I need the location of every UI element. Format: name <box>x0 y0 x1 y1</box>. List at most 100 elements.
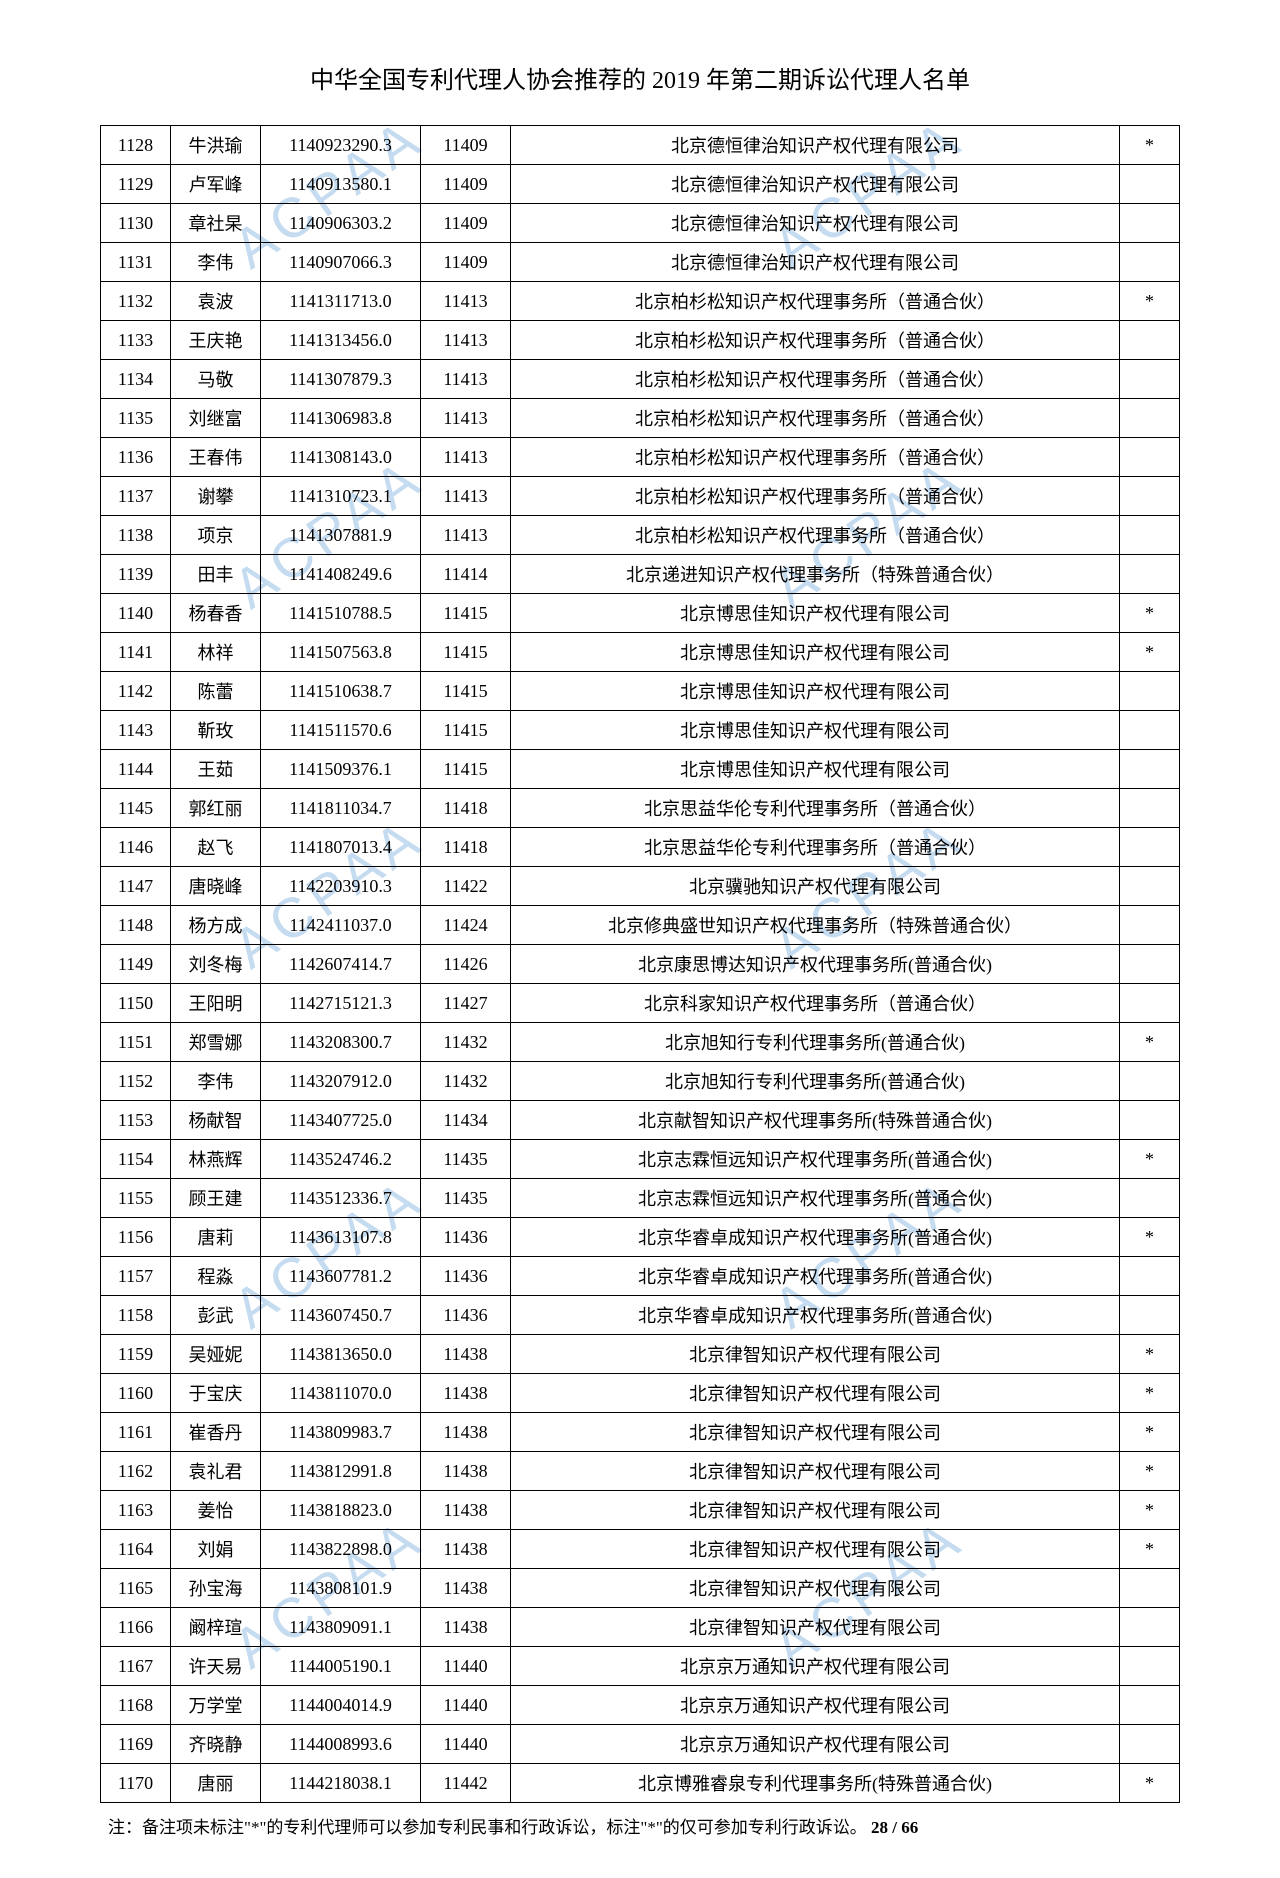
cell-name: 靳玫 <box>171 711 261 750</box>
cell-org: 北京博思佳知识产权代理有限公司 <box>511 672 1120 711</box>
cell-idx: 1160 <box>101 1374 171 1413</box>
cell-name: 王春伟 <box>171 438 261 477</box>
cell-star <box>1120 1179 1180 1218</box>
cell-idx: 1150 <box>101 984 171 1023</box>
cell-org: 北京律智知识产权代理有限公司 <box>511 1530 1120 1569</box>
cell-name: 孙宝海 <box>171 1569 261 1608</box>
cell-star <box>1120 750 1180 789</box>
cell-idx: 1162 <box>101 1452 171 1491</box>
cell-name: 崔香丹 <box>171 1413 261 1452</box>
cell-code: 11442 <box>421 1764 511 1803</box>
cell-name: 杨献智 <box>171 1101 261 1140</box>
cell-code: 11435 <box>421 1179 511 1218</box>
agents-table: 1128牛洪瑜1140923290.311409北京德恒律治知识产权代理有限公司… <box>100 125 1180 1803</box>
cell-idx: 1137 <box>101 477 171 516</box>
cell-code: 11409 <box>421 204 511 243</box>
cell-name: 杨方成 <box>171 906 261 945</box>
cell-num: 1141511570.6 <box>261 711 421 750</box>
cell-num: 1144005190.1 <box>261 1647 421 1686</box>
cell-num: 1143812991.8 <box>261 1452 421 1491</box>
cell-num: 1143607781.2 <box>261 1257 421 1296</box>
table-row: 1151郑雪娜1143208300.711432北京旭知行专利代理事务所(普通合… <box>101 1023 1180 1062</box>
cell-name: 郭红丽 <box>171 789 261 828</box>
cell-idx: 1142 <box>101 672 171 711</box>
cell-code: 11438 <box>421 1491 511 1530</box>
cell-org: 北京科家知识产权代理事务所（普通合伙） <box>511 984 1120 1023</box>
table-row: 1146赵飞1141807013.411418北京思益华伦专利代理事务所（普通合… <box>101 828 1180 867</box>
cell-star <box>1120 1296 1180 1335</box>
cell-num: 1141306983.8 <box>261 399 421 438</box>
cell-code: 11424 <box>421 906 511 945</box>
cell-num: 1141311713.0 <box>261 282 421 321</box>
table-row: 1148杨方成1142411037.011424北京修典盛世知识产权代理事务所（… <box>101 906 1180 945</box>
cell-org: 北京柏杉松知识产权代理事务所（普通合伙） <box>511 516 1120 555</box>
table-row: 1163姜怡1143818823.011438北京律智知识产权代理有限公司* <box>101 1491 1180 1530</box>
cell-org: 北京律智知识产权代理有限公司 <box>511 1374 1120 1413</box>
table-row: 1159吴娅妮1143813650.011438北京律智知识产权代理有限公司* <box>101 1335 1180 1374</box>
cell-code: 11438 <box>421 1530 511 1569</box>
cell-idx: 1130 <box>101 204 171 243</box>
table-row: 1131李伟1140907066.311409北京德恒律治知识产权代理有限公司 <box>101 243 1180 282</box>
cell-code: 11415 <box>421 711 511 750</box>
table-row: 1160于宝庆1143811070.011438北京律智知识产权代理有限公司* <box>101 1374 1180 1413</box>
table-row: 1143靳玫1141511570.611415北京博思佳知识产权代理有限公司 <box>101 711 1180 750</box>
cell-num: 1143822898.0 <box>261 1530 421 1569</box>
cell-org: 北京志霖恒远知识产权代理事务所(普通合伙) <box>511 1140 1120 1179</box>
cell-org: 北京柏杉松知识产权代理事务所（普通合伙） <box>511 282 1120 321</box>
table-row: 1147唐晓峰1142203910.311422北京骥驰知识产权代理有限公司 <box>101 867 1180 906</box>
cell-org: 北京德恒律治知识产权代理有限公司 <box>511 243 1120 282</box>
cell-idx: 1154 <box>101 1140 171 1179</box>
table-row: 1138项京1141307881.911413北京柏杉松知识产权代理事务所（普通… <box>101 516 1180 555</box>
cell-star <box>1120 711 1180 750</box>
cell-star <box>1120 438 1180 477</box>
cell-org: 北京思益华伦专利代理事务所（普通合伙） <box>511 789 1120 828</box>
cell-idx: 1148 <box>101 906 171 945</box>
cell-star: * <box>1120 1491 1180 1530</box>
cell-org: 北京华睿卓成知识产权代理事务所(普通合伙) <box>511 1296 1120 1335</box>
cell-star: * <box>1120 594 1180 633</box>
cell-name: 赵飞 <box>171 828 261 867</box>
cell-star <box>1120 1725 1180 1764</box>
cell-org: 北京律智知识产权代理有限公司 <box>511 1491 1120 1530</box>
cell-idx: 1158 <box>101 1296 171 1335</box>
cell-org: 北京博雅睿泉专利代理事务所(特殊普通合伙) <box>511 1764 1120 1803</box>
cell-star: * <box>1120 1335 1180 1374</box>
cell-name: 田丰 <box>171 555 261 594</box>
cell-code: 11436 <box>421 1218 511 1257</box>
cell-num: 1143809091.1 <box>261 1608 421 1647</box>
table-row: 1153杨献智1143407725.011434北京献智知识产权代理事务所(特殊… <box>101 1101 1180 1140</box>
cell-code: 11418 <box>421 828 511 867</box>
cell-name: 唐丽 <box>171 1764 261 1803</box>
cell-idx: 1168 <box>101 1686 171 1725</box>
cell-code: 11432 <box>421 1023 511 1062</box>
table-row: 1156唐莉1143613107.811436北京华睿卓成知识产权代理事务所(普… <box>101 1218 1180 1257</box>
cell-code: 11438 <box>421 1374 511 1413</box>
cell-name: 程淼 <box>171 1257 261 1296</box>
cell-name: 李伟 <box>171 1062 261 1101</box>
cell-num: 1140923290.3 <box>261 126 421 165</box>
cell-code: 11436 <box>421 1296 511 1335</box>
cell-star: * <box>1120 126 1180 165</box>
cell-num: 1143818823.0 <box>261 1491 421 1530</box>
table-row: 1139田丰1141408249.611414北京递进知识产权代理事务所（特殊普… <box>101 555 1180 594</box>
table-row: 1137谢攀1141310723.111413北京柏杉松知识产权代理事务所（普通… <box>101 477 1180 516</box>
cell-num: 1143813650.0 <box>261 1335 421 1374</box>
cell-idx: 1170 <box>101 1764 171 1803</box>
cell-code: 11414 <box>421 555 511 594</box>
table-row: 1144王茹1141509376.111415北京博思佳知识产权代理有限公司 <box>101 750 1180 789</box>
table-row: 1142陈蕾1141510638.711415北京博思佳知识产权代理有限公司 <box>101 672 1180 711</box>
cell-name: 林祥 <box>171 633 261 672</box>
table-row: 1135刘继富1141306983.811413北京柏杉松知识产权代理事务所（普… <box>101 399 1180 438</box>
table-row: 1150王阳明1142715121.311427北京科家知识产权代理事务所（普通… <box>101 984 1180 1023</box>
cell-idx: 1141 <box>101 633 171 672</box>
cell-name: 陈蕾 <box>171 672 261 711</box>
cell-code: 11427 <box>421 984 511 1023</box>
cell-star <box>1120 321 1180 360</box>
footnote-text: 注：备注项未标注"*"的专利代理师可以参加专利民事和行政诉讼，标注"*"的仅可参… <box>108 1818 867 1837</box>
cell-star: * <box>1120 282 1180 321</box>
cell-code: 11436 <box>421 1257 511 1296</box>
cell-num: 1144004014.9 <box>261 1686 421 1725</box>
cell-org: 北京律智知识产权代理有限公司 <box>511 1413 1120 1452</box>
cell-star: * <box>1120 1374 1180 1413</box>
cell-idx: 1164 <box>101 1530 171 1569</box>
